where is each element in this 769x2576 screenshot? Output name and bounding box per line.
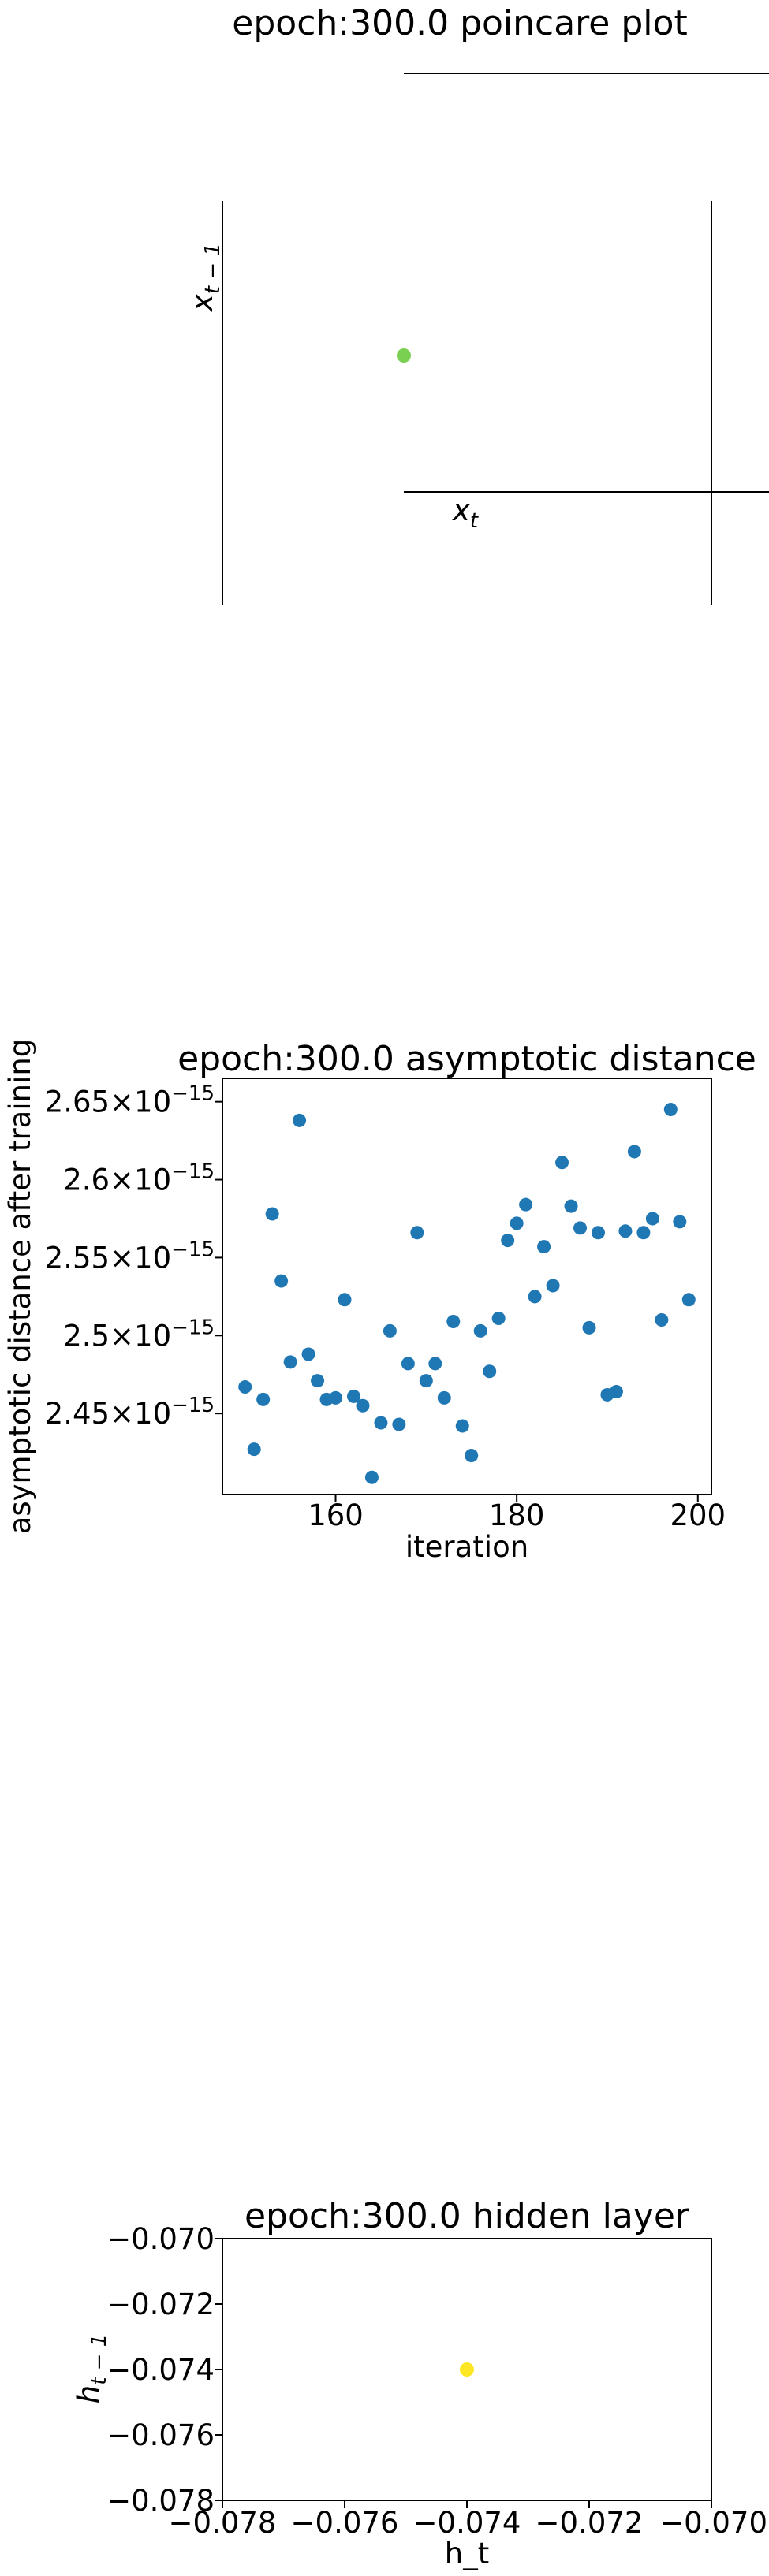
hidden-y-tick-label-1: −0.072 <box>106 2288 215 2321</box>
hidden-x-tick-label-2: −0.074 <box>413 2506 521 2540</box>
asym-y-tick-label-4: 2.65×10−15 <box>45 1082 215 1119</box>
asym-point-24 <box>455 1419 469 1433</box>
asym-point-32 <box>528 1290 542 1304</box>
asym-point-7 <box>301 1347 315 1361</box>
asym-point-27 <box>483 1364 497 1379</box>
asym-point-22 <box>437 1390 451 1405</box>
poincare-plot: epoch:300.0 poincare plot xt xt − 1 <box>185 3 769 605</box>
asym-point-46 <box>655 1313 669 1327</box>
asym-y-tick-label-0: 2.45×10−15 <box>45 1394 215 1431</box>
asym-point-10 <box>329 1390 343 1405</box>
hidden-points <box>460 2362 474 2377</box>
asym-point-8 <box>311 1374 325 1388</box>
asym-y-tick-label-1: 2.5×10−15 <box>63 1316 215 1353</box>
asymptotic-distance-chart: epoch:300.0 asymptotic distance 2.45×10−… <box>3 1039 756 1564</box>
asym-points <box>238 1103 696 1484</box>
asym-x-tick-label-0: 160 <box>308 1498 364 1532</box>
asym-point-13 <box>356 1398 370 1413</box>
asym-point-49 <box>681 1293 696 1307</box>
poincare-point <box>397 348 411 363</box>
poincare-ylabel: xt − 1 <box>185 243 225 312</box>
asym-point-19 <box>410 1226 424 1240</box>
asym-point-30 <box>510 1216 524 1230</box>
asym-point-6 <box>293 1113 307 1127</box>
asym-point-29 <box>501 1234 515 1248</box>
poincare-xlabel: xt <box>452 493 479 533</box>
hidden-ylabel: ht − 1 <box>72 2334 111 2404</box>
asym-point-28 <box>491 1312 506 1326</box>
asym-point-23 <box>446 1314 461 1328</box>
asym-y-tick-label-3: 2.6×10−15 <box>63 1160 215 1197</box>
hidden-xlabel: h_t <box>445 2537 489 2570</box>
asym-point-20 <box>419 1374 433 1388</box>
asym-point-3 <box>265 1207 279 1221</box>
hidden-point-0 <box>460 2362 474 2377</box>
asym-title: epoch:300.0 asymptotic distance <box>177 1039 756 1079</box>
asym-point-26 <box>473 1323 487 1338</box>
asym-point-33 <box>537 1240 551 1254</box>
hidden-x-tick-label-0: −0.078 <box>169 2506 277 2540</box>
asym-point-48 <box>673 1215 687 1229</box>
hidden-y-ticks: −0.070 −0.072 −0.074 −0.076 −0.078 <box>106 2222 222 2518</box>
asym-point-17 <box>392 1417 406 1431</box>
hidden-x-tick-label-3: −0.072 <box>536 2506 644 2540</box>
asym-xlabel: iteration <box>405 1530 528 1564</box>
hidden-layer-chart: epoch:300.0 hidden layer −0.070−0.072−0.… <box>72 2196 767 2570</box>
asym-point-14 <box>364 1470 379 1484</box>
asym-ylabel: asymptotic distance after training <box>3 1039 37 1535</box>
asym-point-35 <box>555 1156 569 1170</box>
asym-point-25 <box>465 1449 479 1463</box>
asym-point-5 <box>283 1355 297 1369</box>
asym-point-2 <box>256 1392 271 1406</box>
hidden-x-tick-label-4: −0.070 <box>659 2506 767 2540</box>
hidden-y-tick-label-4: −0.078 <box>106 2484 215 2518</box>
hidden-y-tick-label-0: −0.070 <box>106 2222 215 2256</box>
asym-point-11 <box>338 1293 352 1307</box>
asym-point-18 <box>401 1357 415 1371</box>
asym-point-47 <box>663 1103 678 1117</box>
asym-point-41 <box>609 1384 623 1398</box>
asym-y-ticks: 2.45×10−15 2.5×10−15 2.55×10−15 2.6×10−15 2.… <box>45 1082 222 1431</box>
poincare-title: epoch:300.0 poincare plot <box>232 3 687 43</box>
asym-point-39 <box>591 1226 605 1240</box>
asym-point-15 <box>374 1416 388 1430</box>
asym-x-tick-label-1: 180 <box>489 1498 545 1532</box>
asym-point-42 <box>618 1224 633 1238</box>
hidden-y-tick-label-3: −0.076 <box>106 2418 215 2452</box>
asym-x-ticks: 160 180 200 <box>308 1495 726 1532</box>
asym-point-45 <box>645 1212 659 1226</box>
asym-y-tick-label-2: 2.55×10−15 <box>45 1238 215 1275</box>
asym-point-36 <box>564 1199 578 1213</box>
asym-point-38 <box>582 1320 596 1335</box>
asym-point-0 <box>238 1380 252 1394</box>
asym-point-16 <box>383 1323 397 1338</box>
hidden-x-tick-label-1: −0.076 <box>291 2506 399 2540</box>
asym-point-43 <box>627 1145 641 1159</box>
asym-plot-frame <box>222 1078 712 1495</box>
asym-point-37 <box>573 1221 588 1235</box>
asym-point-31 <box>519 1197 533 1212</box>
hidden-y-tick-label-2: −0.074 <box>106 2353 215 2387</box>
asym-point-1 <box>247 1442 261 1457</box>
hidden-x-ticks: −0.078 −0.076 −0.074 −0.072 −0.070 <box>169 2500 767 2540</box>
asym-point-34 <box>546 1279 560 1293</box>
asym-point-12 <box>346 1389 360 1403</box>
asym-x-tick-label-2: 200 <box>670 1498 726 1532</box>
asym-point-21 <box>428 1357 442 1371</box>
hidden-title: epoch:300.0 hidden layer <box>245 2196 690 2236</box>
asym-point-44 <box>636 1226 651 1240</box>
asym-point-4 <box>274 1274 289 1288</box>
